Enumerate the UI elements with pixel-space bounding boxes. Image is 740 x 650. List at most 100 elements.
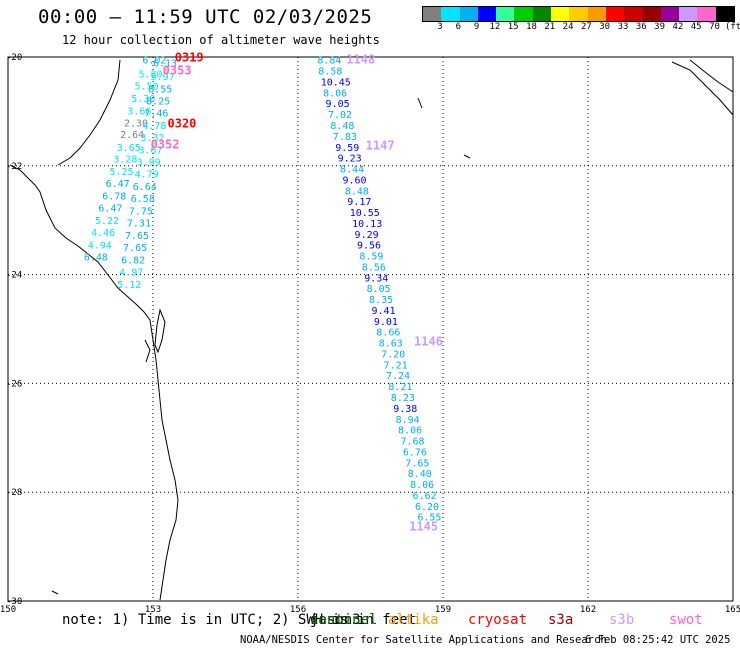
lat-tick-label: -26 <box>6 379 22 389</box>
lon-tick-label: 165 <box>725 605 740 615</box>
lat-tick-label: -30 <box>6 597 22 607</box>
west-track-a-value: 5.50 <box>135 81 159 92</box>
east-track-value: 7.83 <box>333 132 357 143</box>
east-track-labels: 8.848.5810.458.069.057.028.487.839.599.2… <box>317 56 441 524</box>
west-track-a-value: 2.30 <box>124 118 148 129</box>
west-track-a-value: 6.02 <box>142 56 166 67</box>
west-track-a-value: 5.22 <box>95 216 119 227</box>
map-title: 00:00 – 11:59 UTC 02/03/2025 <box>38 6 373 28</box>
reef-2 <box>463 154 471 159</box>
east-track-value: 8.66 <box>376 328 400 339</box>
pass-time-label: 0353 <box>163 63 192 77</box>
colorbar-swatch <box>532 7 552 21</box>
satellite-legend-s3a: s3a <box>548 612 574 628</box>
generated-timestamp: 6 Feb 08:25:42 UTC 2025 <box>585 634 731 646</box>
east-track-value: 9.60 <box>342 175 366 186</box>
lon-tick-label: 153 <box>145 605 161 615</box>
east-track-value: 9.01 <box>374 317 398 328</box>
west-track-b-value: 3.32 <box>140 133 164 144</box>
pass-time-label: 1148 <box>346 53 375 67</box>
east-track-value: 8.35 <box>369 295 393 306</box>
west-track-b-value: 8.25 <box>146 97 170 108</box>
lat-tick-label: -22 <box>6 162 22 172</box>
credit-line: NOAA/NESDIS Center for Satellite Applica… <box>240 634 607 646</box>
east-track-value: 10.45 <box>321 77 351 88</box>
east-track-value: 8.48 <box>345 186 369 197</box>
west-track-a-value: 4.46 <box>91 228 115 239</box>
colorbar-swatch <box>605 7 625 21</box>
east-track-value: 7.21 <box>384 360 408 371</box>
west-track-b-value: 5.97 <box>151 72 175 83</box>
east-track-value: 9.56 <box>357 241 381 252</box>
east-track-value: 7.02 <box>328 110 352 121</box>
island-coast <box>154 308 166 354</box>
colorbar-swatch <box>441 7 460 21</box>
west-track-b-value: 8.55 <box>148 85 172 96</box>
west-track-b-value: 7.65 <box>125 231 149 242</box>
colorbar-swatch <box>715 7 735 21</box>
east-track-value: 8.44 <box>340 165 364 176</box>
colorbar-swatch <box>624 7 643 21</box>
colorbar-swatch <box>496 7 515 21</box>
west-track-b-value: 3.99 <box>137 157 161 168</box>
colorbar-swatch <box>587 7 606 21</box>
west-track-a-value: 5.25 <box>110 167 134 178</box>
west-track-b-value: 7.75 <box>129 206 153 217</box>
satellite-legend-s3b: s3b <box>609 612 635 628</box>
west-track-b-value: 4.79 <box>135 169 159 180</box>
colorbar-swatch <box>660 7 680 21</box>
pass-time-label: 0320 <box>168 117 197 131</box>
colorbar-swatch <box>569 7 588 21</box>
west-track-b-value: 6.64 <box>133 182 157 193</box>
pass-time-label: 1146 <box>414 334 443 348</box>
satellite-legend-altika: altika <box>388 612 439 628</box>
colorbar-tick-label: 6 <box>455 22 461 32</box>
colorbar-tick-label: 18 <box>526 22 537 32</box>
east-track-value: 9.05 <box>326 99 350 110</box>
east-track-value: 9.29 <box>355 230 379 241</box>
colorbar-tick-label: 42 <box>672 22 684 32</box>
west-track-a-value: 6.78 <box>102 192 126 203</box>
lon-tick-label: 156 <box>290 605 306 615</box>
east-track-value: 8.59 <box>359 252 383 263</box>
colorbar-tick-label: 3 <box>437 22 443 32</box>
east-track-value: 8.06 <box>398 426 422 437</box>
colorbar-tick-label: 33 <box>617 22 629 32</box>
lat-tick-label: -24 <box>6 271 22 281</box>
colorbar-tick-label: 15 <box>507 22 519 32</box>
east-track-value: 8.58 <box>318 67 342 78</box>
east-track-value: 7.65 <box>405 458 429 469</box>
lon-tick-label: 150 <box>0 605 16 615</box>
west-track-a-value: 4.94 <box>88 241 112 252</box>
graticule-grid <box>8 57 733 601</box>
east-track-value: 6.20 <box>415 502 439 513</box>
west-track-a-value: 2.64 <box>120 130 144 141</box>
east-track-value: 7.68 <box>400 437 424 448</box>
east-track-value: 8.06 <box>323 88 347 99</box>
colorbar-tick-label: 24 <box>562 22 574 32</box>
east-track-value: 8.48 <box>330 121 354 132</box>
colorbar-tick-label: 12 <box>489 22 501 32</box>
east-track-value: 10.13 <box>352 219 382 230</box>
wave-height-colorbar <box>422 6 736 22</box>
colorbar-swatch <box>459 7 478 21</box>
east-track-value: 9.38 <box>393 404 417 415</box>
east-track-value: 8.94 <box>396 415 420 426</box>
east-track-value: 9.17 <box>347 197 371 208</box>
east-track-value: 7.20 <box>381 349 405 360</box>
west-track-a-value: 5.30 <box>131 94 155 105</box>
colorbar-swatch <box>642 7 661 21</box>
colorbar-swatch <box>514 7 533 21</box>
pass-time-label: 1145 <box>409 519 438 533</box>
colorbar-swatch <box>551 7 570 21</box>
west-track-b-value: 6.82 <box>121 255 145 266</box>
reef-1 <box>417 97 423 109</box>
west-track-b-value: 3.67 <box>139 145 163 156</box>
coastline <box>9 59 734 601</box>
reef-3 <box>51 590 59 595</box>
east-track-value: 7.24 <box>386 371 410 382</box>
east-track-value: 10.55 <box>350 208 380 219</box>
colorbar-tick-label: 21 <box>544 22 556 32</box>
